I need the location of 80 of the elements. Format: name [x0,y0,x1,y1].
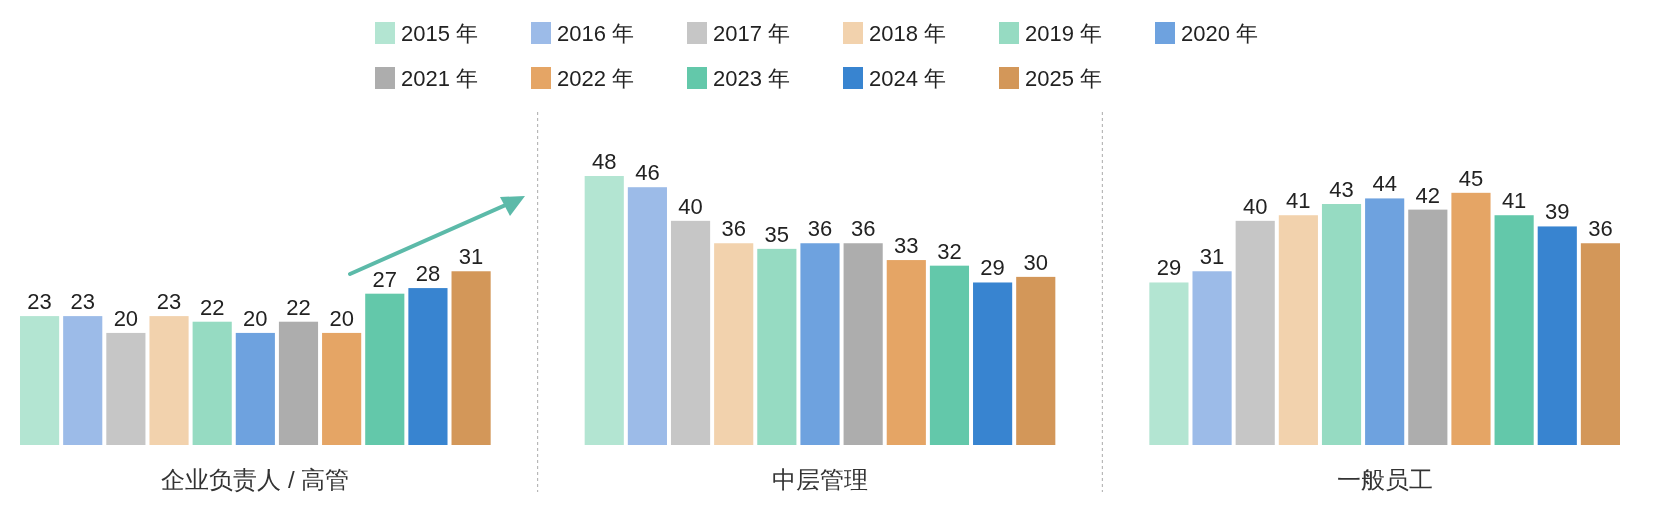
legend-label: 2022 年 [557,66,635,91]
data-label: 23 [70,289,95,315]
data-label: 40 [678,193,703,219]
x-tick-label: 企业负责人 / 高管 [161,466,350,493]
data-label: 23 [27,289,52,315]
data-label: 20 [113,305,139,331]
legend-label: 2024 年 [869,66,947,91]
bar [1278,215,1318,445]
data-label: 31 [1199,244,1225,270]
data-label: 32 [937,238,962,264]
bar [149,316,189,445]
x-tick-label: 一般员工 [1336,466,1433,493]
legend-label: 2016 年 [557,21,635,46]
bar [627,187,667,445]
bar [584,176,624,445]
bar [365,293,405,445]
legend-label: 2020 年 [1181,21,1259,46]
bar [1494,215,1534,445]
bar [192,321,232,445]
bar [714,243,754,445]
bar [63,316,103,445]
legend-label: 2019 年 [1025,21,1103,46]
bar [757,248,797,445]
bar [20,316,60,445]
bar [886,260,926,445]
data-label: 35 [764,221,790,247]
bar [1016,276,1056,445]
bar [1365,198,1405,445]
data-label: 46 [635,160,660,186]
bar [1321,204,1362,445]
legend-label: 2017 年 [713,21,791,46]
bar [1149,282,1189,445]
data-label: 41 [1286,188,1311,214]
bar [278,321,319,445]
legend-label: 2025 年 [1025,66,1103,91]
bar [670,220,711,445]
bar [322,332,362,445]
bar [843,243,883,445]
data-label: 45 [1458,165,1484,191]
data-label: 22 [286,294,311,320]
data-label: 43 [1329,177,1354,203]
data-label: 29 [1156,255,1182,281]
bar [973,282,1013,445]
bar [929,265,970,445]
legend-label: 2023 年 [713,66,791,91]
data-label: 23 [156,289,182,315]
bar [1451,192,1491,445]
data-label: 42 [1415,182,1441,208]
bar [1192,271,1232,445]
data-label: 30 [1023,249,1048,275]
data-label: 33 [894,233,919,259]
data-label: 20 [329,305,354,331]
data-label: 44 [1372,171,1397,197]
bar [800,243,840,445]
data-label: 41 [1501,188,1527,214]
bar [1537,226,1577,445]
bar [1408,209,1448,445]
bar [1235,220,1275,445]
data-label: 29 [980,255,1005,281]
legend-label: 2021 年 [401,66,479,91]
data-label: 27 [372,266,398,292]
data-label: 28 [415,261,441,287]
bar [408,288,448,445]
bar [235,332,275,445]
data-label: 31 [458,244,484,270]
legend-label: 2015 年 [401,21,479,46]
data-label: 36 [1588,216,1613,242]
bar [1580,243,1620,445]
data-label: 22 [199,294,225,320]
data-label: 36 [721,216,746,242]
data-label: 40 [1242,193,1268,219]
data-label: 20 [243,305,268,331]
x-tick-label: 中层管理 [772,466,868,493]
bar [106,332,146,445]
data-label: 48 [592,149,617,174]
data-label: 36 [807,216,833,242]
data-label: 36 [850,216,876,242]
legend-label: 2018 年 [869,21,947,46]
data-label: 39 [1545,199,1570,225]
bar [451,271,491,445]
